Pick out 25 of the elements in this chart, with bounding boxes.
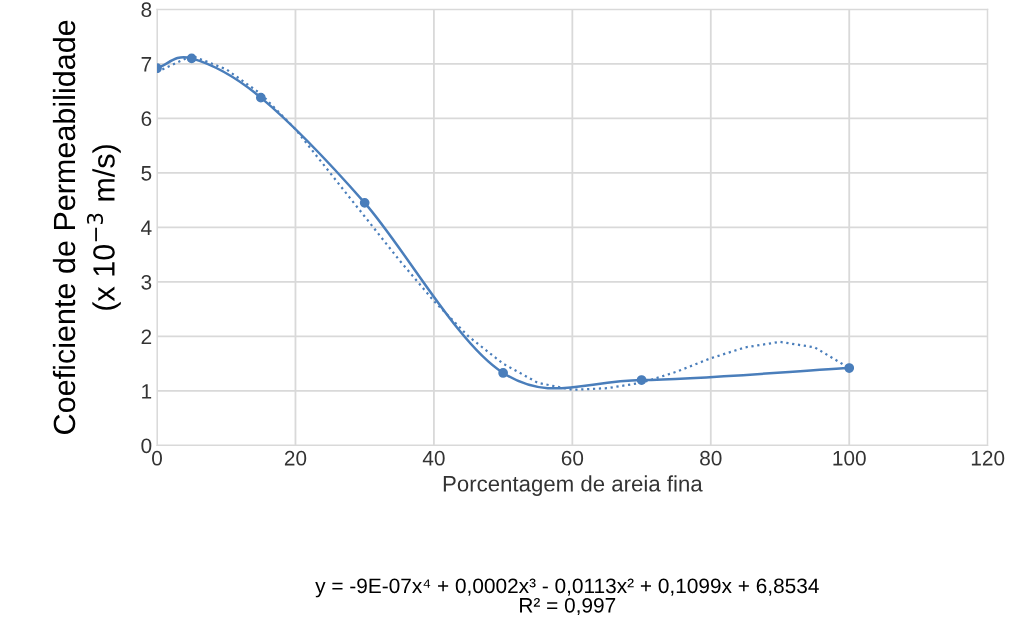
y-tick-label: 2 [141,329,152,344]
y-axis-title: Coeficiente de Permeabilidade (x 10$^{−3}$ m/s) [52,20,121,434]
x-tick-label: 100 [833,450,866,466]
y-tick-label: 0 [141,438,152,454]
y-tick-label: 7 [141,57,152,72]
y-tick-label: 3 [141,274,152,290]
point [844,363,855,373]
x-tick-label: 20 [284,450,307,466]
x-tick-label: 80 [700,450,722,466]
y-tick-label: 6 [141,111,152,127]
y-tick-label: 1 [142,384,152,399]
point [636,375,647,385]
x-tick-label: 40 [422,450,445,466]
point [359,198,370,208]
x-axis-title: Porcentagem de areia fina [443,475,703,496]
x-tick-label: 0 [152,450,162,466]
point [255,92,266,103]
y-tick-label: 4 [141,220,152,235]
y-tick-label: 5 [141,166,152,181]
point [186,53,197,64]
x-tick-label: 120 [971,450,1005,466]
text: y = -9E-07x⁴ + 0,0002x³ - 0,0113x² + 0,1099x + 6,8534 R² = 0,997 [315,578,819,616]
x-tick-label: 60 [561,450,584,466]
y-tick-label: 8 [141,2,152,18]
point [498,368,508,378]
